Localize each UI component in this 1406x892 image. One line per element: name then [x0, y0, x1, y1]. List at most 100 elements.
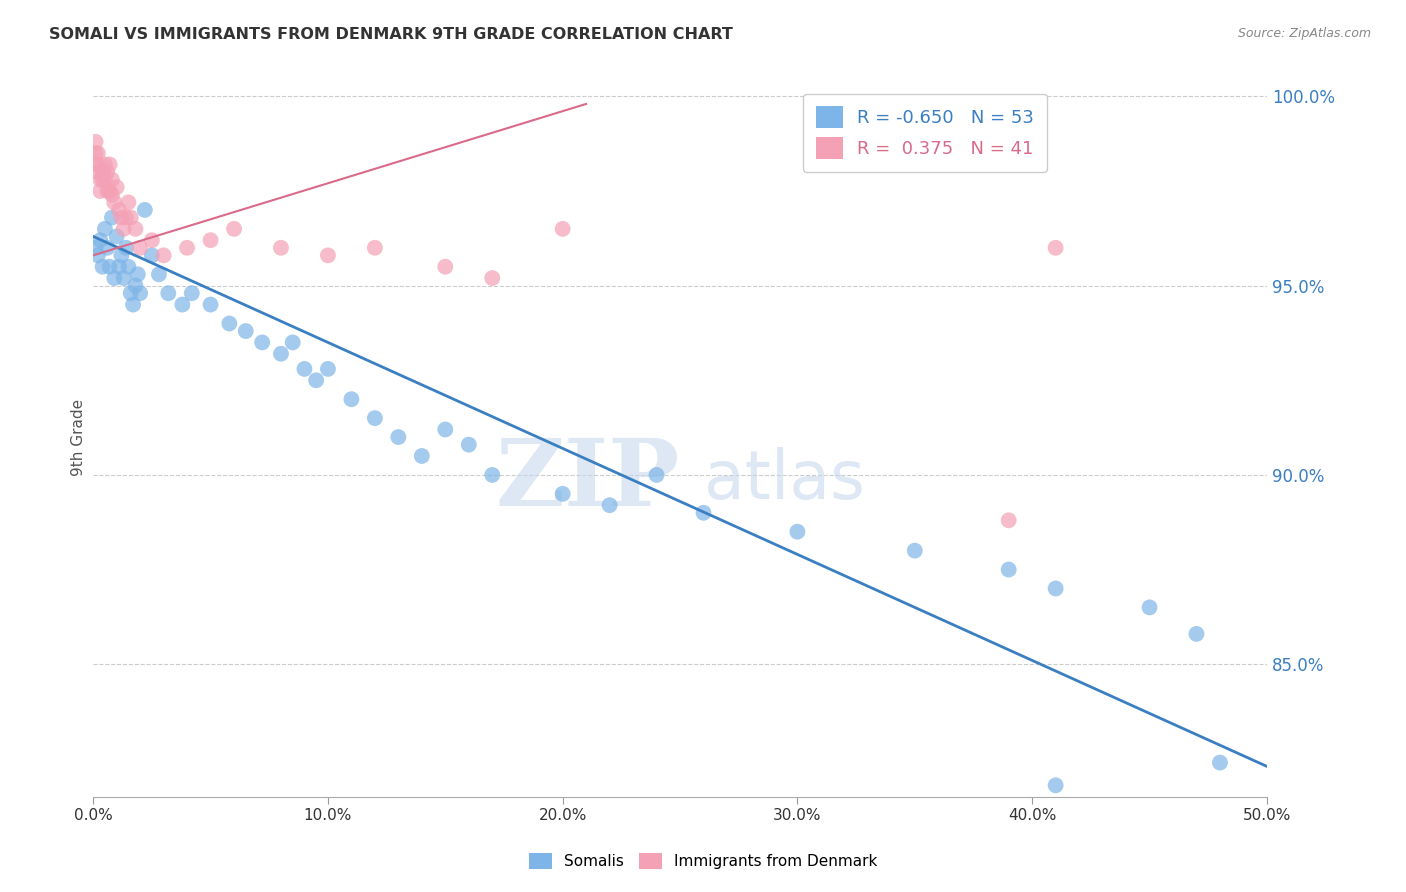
- Point: [141, 233, 163, 247]
- Point: [997, 513, 1019, 527]
- Text: ZIP: ZIP: [496, 435, 681, 525]
- Point: [1139, 600, 1161, 615]
- Legend: Somalis, Immigrants from Denmark: Somalis, Immigrants from Denmark: [523, 847, 883, 875]
- Point: [110, 211, 132, 225]
- Point: [103, 271, 125, 285]
- Point: [176, 241, 198, 255]
- Point: [103, 195, 125, 210]
- Point: [108, 202, 131, 217]
- Point: [434, 422, 457, 436]
- Point: [87, 146, 110, 161]
- Point: [112, 271, 135, 285]
- Point: [101, 172, 124, 186]
- Point: [316, 248, 339, 262]
- Point: [364, 411, 387, 425]
- Text: atlas: atlas: [703, 447, 865, 513]
- Point: [91, 165, 114, 179]
- Point: [599, 498, 621, 512]
- Point: [1209, 756, 1232, 770]
- Point: [134, 202, 156, 217]
- Point: [481, 271, 503, 285]
- Point: [1045, 778, 1067, 792]
- Point: [180, 286, 202, 301]
- Point: [127, 267, 149, 281]
- Point: [997, 563, 1019, 577]
- Point: [84, 135, 107, 149]
- Point: [692, 506, 714, 520]
- Text: SOMALI VS IMMIGRANTS FROM DENMARK 9TH GRADE CORRELATION CHART: SOMALI VS IMMIGRANTS FROM DENMARK 9TH GR…: [49, 27, 733, 42]
- Point: [305, 373, 328, 387]
- Point: [101, 187, 124, 202]
- Point: [89, 172, 111, 186]
- Point: [141, 248, 163, 262]
- Point: [411, 449, 433, 463]
- Point: [387, 430, 409, 444]
- Point: [117, 195, 139, 210]
- Point: [120, 211, 142, 225]
- Point: [89, 184, 111, 198]
- Point: [105, 229, 128, 244]
- Point: [434, 260, 457, 274]
- Point: [110, 248, 132, 262]
- Point: [84, 157, 107, 171]
- Point: [124, 278, 146, 293]
- Point: [786, 524, 808, 539]
- Point: [96, 241, 118, 255]
- Point: [172, 297, 194, 311]
- Point: [316, 362, 339, 376]
- Point: [270, 241, 292, 255]
- Point: [108, 260, 131, 274]
- Point: [551, 487, 574, 501]
- Point: [98, 260, 121, 274]
- Point: [645, 467, 668, 482]
- Point: [152, 248, 174, 262]
- Point: [96, 165, 118, 179]
- Point: [457, 437, 479, 451]
- Point: [1185, 627, 1208, 641]
- Text: Source: ZipAtlas.com: Source: ZipAtlas.com: [1237, 27, 1371, 40]
- Point: [129, 286, 152, 301]
- Point: [94, 157, 117, 171]
- Point: [250, 335, 273, 350]
- Point: [551, 222, 574, 236]
- Point: [94, 222, 117, 236]
- Point: [91, 172, 114, 186]
- Point: [84, 146, 107, 161]
- Point: [89, 233, 111, 247]
- Point: [122, 297, 145, 311]
- Point: [235, 324, 257, 338]
- Point: [294, 362, 316, 376]
- Point: [117, 260, 139, 274]
- Point: [904, 543, 927, 558]
- Point: [101, 211, 124, 225]
- Point: [157, 286, 180, 301]
- Point: [84, 241, 107, 255]
- Point: [87, 157, 110, 171]
- Y-axis label: 9th Grade: 9th Grade: [72, 399, 86, 475]
- Point: [94, 172, 117, 186]
- Point: [270, 347, 292, 361]
- Point: [218, 317, 240, 331]
- Point: [1045, 582, 1067, 596]
- Point: [1045, 241, 1067, 255]
- Point: [87, 165, 110, 179]
- Point: [281, 335, 304, 350]
- Point: [129, 241, 152, 255]
- Point: [148, 267, 170, 281]
- Point: [120, 286, 142, 301]
- Point: [115, 241, 138, 255]
- Point: [115, 211, 138, 225]
- Point: [96, 184, 118, 198]
- Point: [340, 392, 363, 407]
- Point: [98, 184, 121, 198]
- Point: [481, 467, 503, 482]
- Point: [124, 222, 146, 236]
- Point: [98, 157, 121, 171]
- Point: [200, 233, 222, 247]
- Point: [200, 297, 222, 311]
- Point: [364, 241, 387, 255]
- Point: [87, 248, 110, 262]
- Point: [222, 222, 245, 236]
- Legend: R = -0.650   N = 53, R =  0.375   N = 41: R = -0.650 N = 53, R = 0.375 N = 41: [803, 94, 1046, 172]
- Point: [105, 180, 128, 194]
